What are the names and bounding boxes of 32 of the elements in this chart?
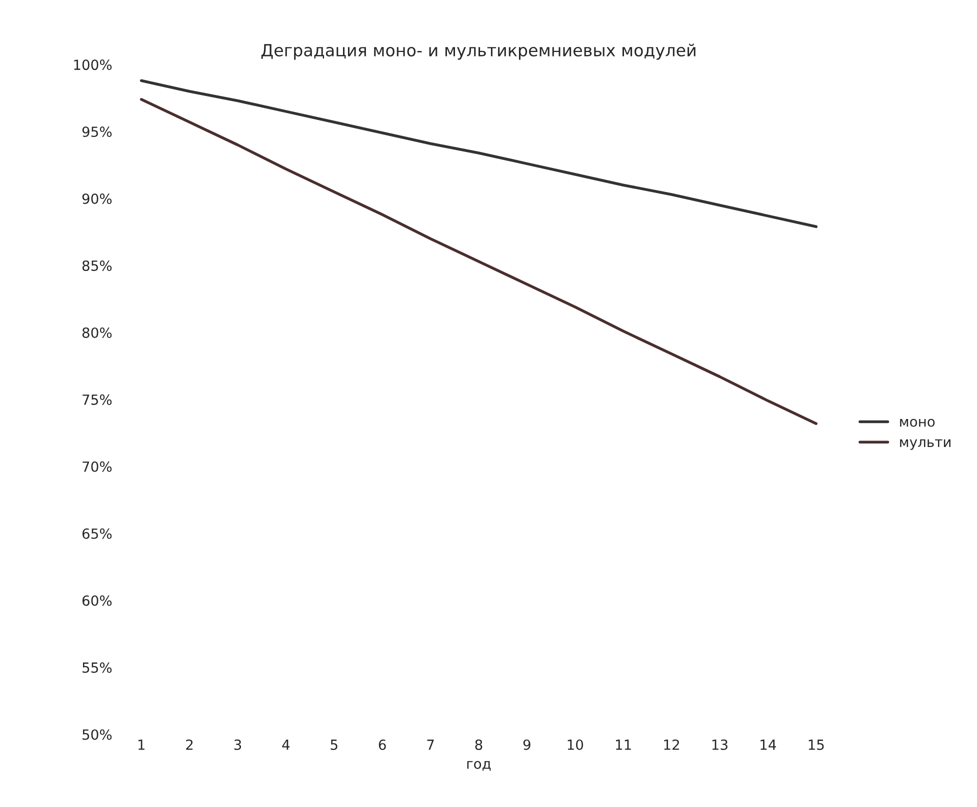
x-tick-label: 10: [568, 739, 584, 750]
y-tick-label: 95%: [82, 126, 112, 138]
legend-label: моно: [900, 418, 935, 427]
x-tick-label: 11: [616, 740, 631, 750]
x-tick-label: 2: [186, 739, 193, 750]
x-tick-label: 3: [234, 739, 242, 750]
legend-label: мульти: [900, 439, 950, 450]
y-tick-label: 100%: [74, 60, 112, 70]
y-tick-label: 80%: [82, 327, 112, 338]
chart-title: Деградация моно- и мультикремниевых модулей: [261, 44, 696, 60]
x-tick-label: 9: [523, 739, 530, 750]
y-tick-label: 75%: [82, 394, 112, 405]
y-tick-label: 90%: [82, 193, 112, 204]
x-axis-title: год: [467, 761, 491, 771]
x-tick-label: 5: [330, 740, 338, 750]
x-tick-label: 7: [427, 740, 434, 750]
y-tick-label: 60%: [82, 595, 112, 606]
x-tick-label: 8: [475, 739, 482, 750]
x-tick-label: 6: [378, 739, 386, 750]
line-series: [140, 98, 818, 425]
y-tick-label: 50%: [82, 729, 112, 740]
y-tick-label: 65%: [82, 528, 112, 539]
x-tick-label: 1: [138, 740, 144, 750]
y-tick-label: 85%: [82, 260, 112, 271]
x-tick-label: 4: [282, 740, 290, 750]
x-tick-label: 15: [808, 740, 824, 750]
x-tick-label: 12: [664, 739, 679, 750]
x-tick-label: 13: [712, 739, 728, 750]
line-series: [140, 79, 818, 228]
y-tick-label: 55%: [82, 662, 112, 673]
y-tick-label: 70%: [82, 461, 112, 472]
x-tick-label: 14: [760, 740, 776, 750]
